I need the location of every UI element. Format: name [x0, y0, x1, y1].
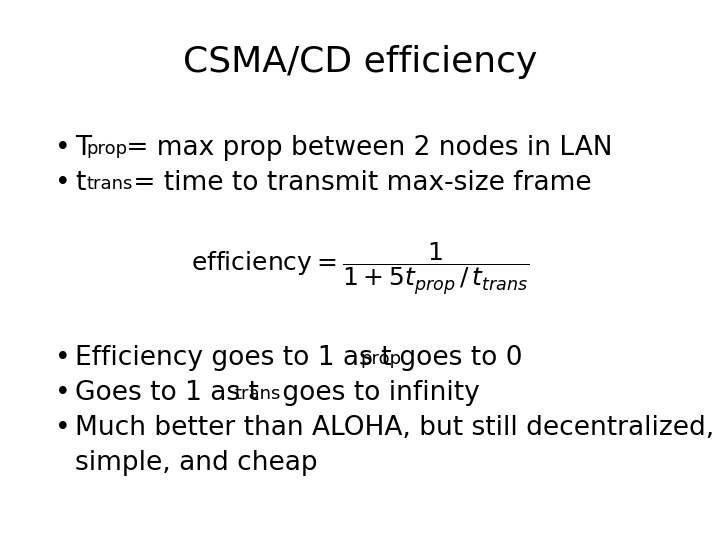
Text: prop: prop [86, 140, 127, 158]
Text: goes to infinity: goes to infinity [274, 380, 480, 406]
Text: •: • [55, 135, 71, 161]
Text: $\mathrm{efficiency} = \dfrac{1}{1+5t_{prop}\,/\,t_{trans}}$: $\mathrm{efficiency} = \dfrac{1}{1+5t_{p… [191, 240, 529, 296]
Text: •: • [55, 345, 71, 371]
Text: •: • [55, 170, 71, 196]
Text: T: T [75, 135, 91, 161]
Text: goes to 0: goes to 0 [391, 345, 523, 371]
Text: trans: trans [86, 175, 132, 193]
Text: t: t [75, 170, 86, 196]
Text: = time to transmit max-size frame: = time to transmit max-size frame [125, 170, 592, 196]
Text: simple, and cheap: simple, and cheap [75, 450, 318, 476]
Text: Efficiency goes to 1 as t: Efficiency goes to 1 as t [75, 345, 392, 371]
Text: = max prop between 2 nodes in LAN: = max prop between 2 nodes in LAN [117, 135, 612, 161]
Text: •: • [55, 380, 71, 406]
Text: Much better than ALOHA, but still decentralized,: Much better than ALOHA, but still decent… [75, 415, 714, 441]
Text: prop: prop [360, 350, 401, 368]
Text: trans: trans [235, 385, 281, 403]
Text: •: • [55, 415, 71, 441]
Text: Goes to 1 as t: Goes to 1 as t [75, 380, 259, 406]
Text: CSMA/CD efficiency: CSMA/CD efficiency [183, 45, 537, 79]
